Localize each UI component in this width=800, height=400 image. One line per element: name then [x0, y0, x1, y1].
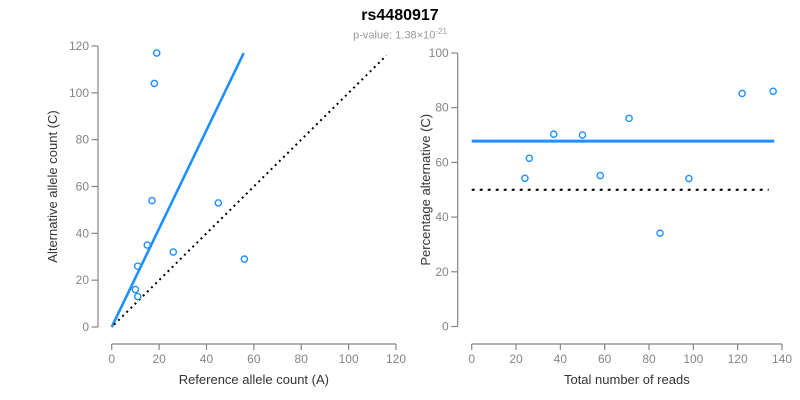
data-point [596, 171, 605, 180]
plot-subtitle: p-value: 1.38×10-21 [0, 27, 800, 42]
x-tick-label: 120 [386, 352, 406, 366]
data-point [133, 292, 142, 301]
pvalue-exponent: -21 [435, 27, 447, 36]
x-tick-label: 100 [339, 352, 359, 366]
x-tick-label: 60 [598, 352, 612, 366]
data-point [150, 79, 159, 88]
y-tick-label: 0 [82, 320, 89, 334]
data-point [143, 241, 152, 249]
y-tick-label: 60 [76, 179, 90, 193]
x-tick-label: 120 [728, 352, 748, 366]
y-tick-label: 40 [435, 210, 449, 224]
x-tick-label: 80 [295, 352, 309, 366]
data-point [133, 262, 142, 270]
y-axis-label: Percentage alternative (C) [418, 114, 433, 266]
x-tick-label: 20 [509, 352, 523, 366]
x-axis-label: Total number of reads [564, 372, 690, 387]
data-point [169, 248, 178, 256]
data-point [656, 229, 664, 238]
x-tick-label: 0 [108, 352, 115, 366]
data-point [148, 196, 156, 205]
y-tick-label: 40 [76, 226, 90, 240]
plot-title: rs4480917 [361, 7, 439, 24]
data-point [738, 89, 746, 98]
data-point [214, 199, 223, 207]
x-tick-label: 60 [247, 352, 261, 366]
x-tick-label: 20 [152, 352, 166, 366]
y-axis-label: Alternative allele count (C) [45, 110, 60, 262]
y-tick-label: 120 [69, 39, 89, 53]
data-point [578, 131, 587, 139]
y-tick-label: 0 [442, 320, 449, 334]
data-point [625, 114, 633, 123]
x-tick-label: 80 [642, 352, 656, 366]
y-tick-label: 80 [76, 133, 90, 147]
right-panel: 0 20 40 60 80 100 0 20 40 60 80 100 120 140 Total numb… [418, 46, 792, 387]
left-panel: 0 20 40 60 80 100 120 0 20 40 60 80 100 120 Reference … [45, 39, 406, 387]
x-tick-label: 40 [200, 352, 214, 366]
data-point [521, 174, 529, 183]
data-point [685, 174, 693, 183]
data-point [525, 154, 534, 163]
x-tick-label: 0 [468, 352, 475, 366]
pvalue-text: p-value: 1.38×10 [353, 29, 436, 42]
y-tick-label: 100 [429, 46, 449, 60]
y-tick-label: 60 [435, 155, 449, 169]
data-point [549, 130, 558, 139]
data-point [769, 87, 777, 96]
fit-line [110, 52, 245, 328]
x-tick-label: 100 [683, 352, 703, 366]
y-tick-label: 100 [69, 86, 89, 100]
y-tick-label: 20 [435, 265, 449, 279]
x-tick-label: 40 [554, 352, 568, 366]
data-point [152, 49, 161, 57]
identity-line [113, 54, 388, 326]
y-tick-label: 80 [435, 101, 449, 115]
data-point [131, 285, 140, 294]
y-tick-label: 20 [76, 273, 90, 287]
x-axis-label: Reference allele count (A) [179, 372, 329, 387]
x-tick-label: 140 [772, 352, 792, 366]
data-point [240, 255, 249, 263]
